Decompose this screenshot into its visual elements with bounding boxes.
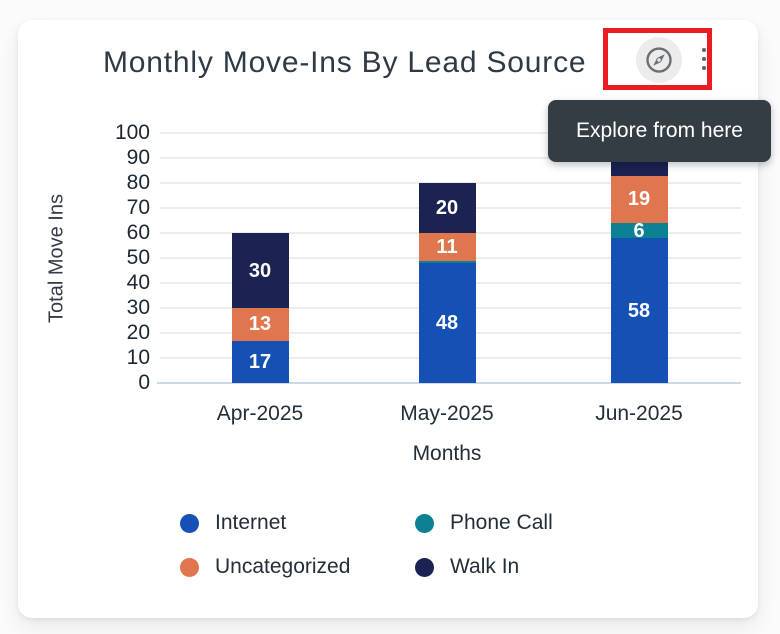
bar-segment-walk-in[interactable]: 30 — [231, 233, 289, 308]
bar-segment-phone-call[interactable] — [418, 260, 476, 263]
legend-item-label: Phone Call — [450, 511, 553, 534]
x-axis-title: Months — [412, 442, 482, 465]
chart-legend: Internet Phone Call Uncategorized Walk I… — [180, 511, 715, 579]
y-gridline — [160, 132, 741, 134]
explore-tooltip: Explore from here — [548, 100, 771, 162]
y-tick-label: 0 — [138, 371, 150, 394]
legend-item-uncategorized[interactable]: Uncategorized — [180, 555, 415, 579]
bar-segment-walk-in[interactable]: 20 — [418, 183, 476, 233]
legend-item-label: Walk In — [450, 555, 520, 578]
bar-segment-uncategorized[interactable]: 19 — [610, 175, 668, 223]
y-tick-label: 10 — [126, 346, 150, 369]
legend-dot-walk-in — [415, 557, 434, 577]
more-options-menu-button[interactable] — [694, 44, 714, 74]
bar-value-label: 19 — [627, 188, 651, 211]
y-tick-label: 90 — [126, 146, 150, 169]
legend-item-internet[interactable]: Internet — [180, 511, 415, 535]
bar-segment-uncategorized[interactable]: 11 — [418, 233, 476, 261]
bar-value-label: 17 — [248, 350, 272, 373]
y-axis-title: Total Move Ins — [45, 194, 68, 323]
kebab-vertical-icon — [701, 47, 707, 53]
legend-dot-internet — [180, 513, 199, 533]
legend-item-walk-in[interactable]: Walk In — [415, 555, 715, 579]
legend-item-phone-call[interactable]: Phone Call — [415, 511, 715, 535]
legend-item-label: Internet — [215, 511, 287, 534]
chart-title: Monthly Move-Ins By Lead Source — [103, 46, 587, 79]
x-category-label: Apr-2025 — [216, 402, 304, 425]
y-gridline — [160, 157, 741, 159]
bar-segment-internet[interactable]: 58 — [610, 238, 668, 383]
legend-dot-phone-call — [415, 513, 434, 533]
explore-button[interactable] — [636, 37, 682, 83]
y-tick-label: 100 — [114, 121, 150, 144]
legend-item-label: Uncategorized — [215, 555, 351, 578]
legend-dot-uncategorized — [180, 557, 199, 577]
bar-segment-internet[interactable]: 48 — [418, 263, 476, 383]
y-tick-label: 60 — [126, 221, 150, 244]
x-category-label: Jun-2025 — [595, 402, 683, 425]
x-axis-baseline — [157, 382, 741, 384]
y-tick-label: 40 — [126, 271, 150, 294]
y-tick-label: 80 — [126, 171, 150, 194]
bar-segment-internet[interactable]: 17 — [231, 340, 289, 383]
y-tick-label: 50 — [126, 246, 150, 269]
bar-value-label: 58 — [627, 299, 651, 322]
bar-value-label: 20 — [435, 197, 459, 219]
bar-segment-phone-call[interactable]: 6 — [610, 219, 668, 242]
bar-value-label: 48 — [435, 312, 459, 334]
compass-explore-icon — [644, 45, 674, 75]
y-tick-label: 20 — [126, 321, 150, 344]
bar-value-label: 30 — [248, 259, 272, 282]
bar-segment-uncategorized[interactable]: 13 — [231, 308, 289, 341]
bar-value-label: 6 — [633, 219, 645, 242]
y-tick-label: 30 — [126, 296, 150, 319]
x-category-label: May-2025 — [400, 402, 494, 425]
bar-value-label: 13 — [248, 313, 272, 336]
bar-value-label: 11 — [436, 235, 458, 258]
y-tick-label: 70 — [126, 196, 150, 219]
